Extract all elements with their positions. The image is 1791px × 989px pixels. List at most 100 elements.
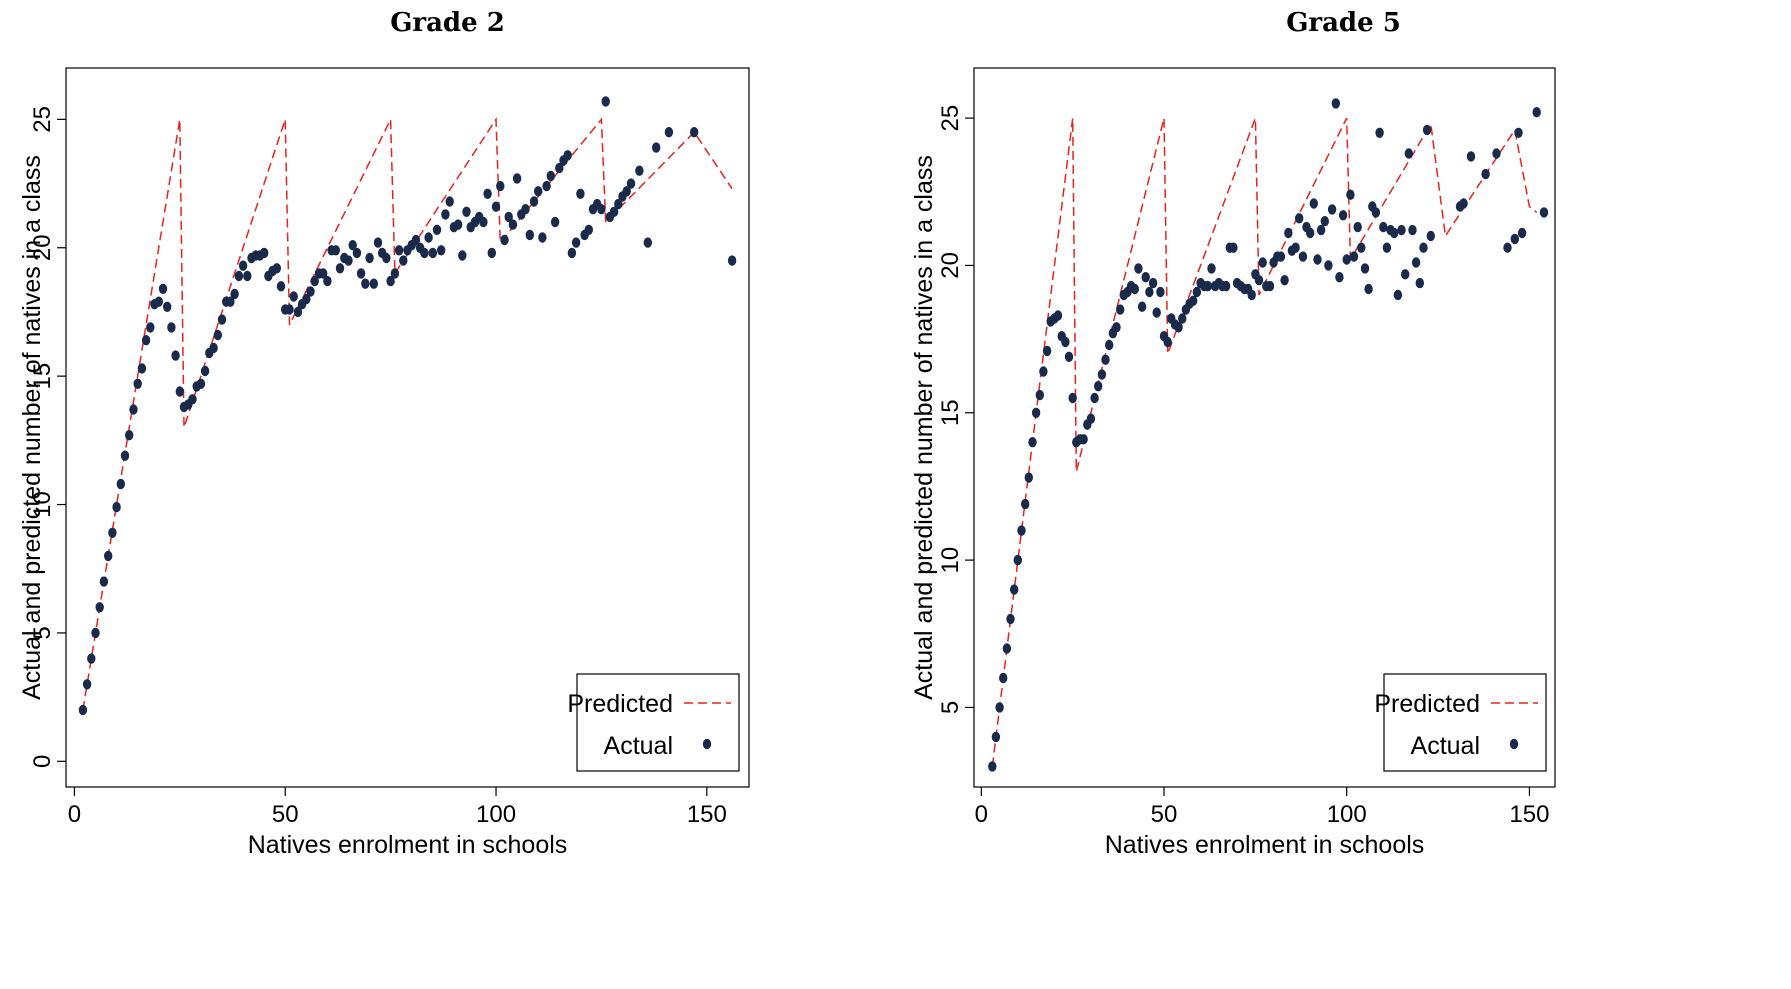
actual-point [1207, 263, 1216, 274]
actual-point [462, 206, 471, 217]
actual-point [1379, 221, 1388, 233]
actual-point [335, 263, 345, 274]
actual-point [133, 378, 142, 389]
actual-point [512, 173, 522, 184]
actual-point [550, 216, 560, 228]
actual-point [230, 288, 239, 300]
legend-label-actual: Actual [1411, 732, 1480, 760]
actual-point [163, 301, 172, 312]
x-tick-label: 0 [68, 801, 81, 828]
legend-box [1383, 673, 1547, 772]
actual-point [1097, 369, 1107, 380]
actual-point [529, 196, 539, 207]
actual-point [1086, 413, 1096, 424]
actual-point [112, 501, 121, 513]
actual-point [125, 430, 134, 441]
actual-point [576, 188, 585, 199]
actual-point [1324, 260, 1333, 271]
actual-point [458, 250, 467, 261]
actual-point [1101, 354, 1110, 365]
actual-point [1035, 389, 1044, 401]
predicted-series-line [991, 117, 1538, 767]
actual-point [285, 304, 294, 315]
actual-point [200, 365, 210, 377]
actual-point [1466, 151, 1476, 162]
actual-point [108, 527, 117, 538]
x-axis-label: Natives enrolment in schools [248, 831, 568, 859]
actual-point [289, 291, 298, 302]
y-tick-label: 25 [29, 106, 56, 133]
actual-point [1061, 336, 1070, 348]
actual-point [1105, 339, 1114, 351]
actual-point [1068, 392, 1077, 404]
actual-point [690, 127, 699, 138]
actual-point [1284, 227, 1293, 239]
actual-point [496, 180, 505, 192]
actual-point [521, 204, 530, 215]
actual-point [1371, 207, 1381, 218]
actual-point [479, 216, 488, 228]
actual-point [1397, 224, 1406, 236]
actual-point [1510, 233, 1519, 245]
actual-point [373, 237, 383, 248]
actual-point [394, 245, 404, 256]
actual-point [1130, 283, 1139, 295]
actual-point [399, 255, 408, 266]
actual-point [175, 386, 184, 397]
actual-point [1053, 310, 1063, 321]
actual-point [991, 731, 1001, 743]
actual-point [1514, 127, 1523, 138]
actual-point [1338, 210, 1348, 221]
actual-point [995, 702, 1004, 713]
actual-point [1247, 289, 1256, 301]
actual-point [643, 237, 652, 248]
actual-point [555, 162, 564, 174]
actual-point [243, 270, 252, 282]
actual-point [1024, 472, 1033, 483]
y-tick-label: 20 [937, 252, 964, 279]
actual-point [1415, 277, 1424, 289]
actual-point [1134, 263, 1143, 274]
actual-point [1360, 263, 1370, 274]
actual-point [1426, 230, 1435, 242]
actual-point [437, 245, 446, 256]
actual-point [504, 211, 513, 223]
actual-point [542, 180, 551, 192]
actual-point [1390, 227, 1399, 239]
actual-point [1141, 272, 1150, 283]
actual-point [1039, 366, 1048, 377]
actual-point [635, 165, 644, 176]
actual-point [1156, 286, 1165, 298]
actual-point [1021, 498, 1030, 510]
legend-label-predicted: Predicted [567, 690, 673, 718]
actual-point [171, 350, 180, 361]
actual-point [1010, 584, 1019, 595]
actual-point [382, 252, 391, 264]
actual-point [1031, 407, 1041, 418]
chart-grade-5: 0 50 100 150 5 10 15 20 25 Natives enrolment in s… [910, 67, 1556, 859]
actual-point [116, 478, 126, 490]
actual-point [988, 761, 997, 772]
actual-point [1112, 322, 1121, 333]
actual-point [626, 178, 636, 189]
actual-point [272, 263, 281, 274]
actual-point [386, 275, 395, 287]
actual-point [1017, 525, 1026, 536]
y-tick-label: 0 [29, 755, 56, 768]
actual-point [146, 322, 155, 333]
chart-title: Grade 2 [390, 8, 505, 38]
x-tick-label: 0 [975, 801, 988, 828]
chart-grade-2: 0 50 100 150 0 5 10 15 20 25 Natives enrolment in … [18, 67, 750, 859]
actual-point [411, 234, 421, 246]
actual-point [226, 296, 235, 307]
actual-point [1342, 254, 1351, 265]
x-tick-label: 150 [687, 801, 727, 828]
actual-point [1002, 643, 1012, 654]
actual-point [78, 704, 88, 716]
actual-point [1192, 286, 1202, 298]
actual-point [1404, 148, 1413, 159]
actual-point [432, 224, 442, 235]
actual-point [571, 237, 581, 248]
actual-point [1229, 242, 1238, 253]
actual-point [1013, 554, 1022, 566]
